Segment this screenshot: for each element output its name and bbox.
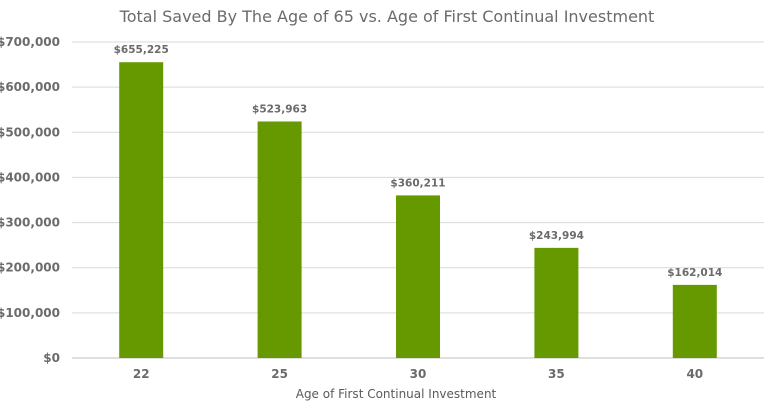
y-axis-tick-labels: $0 $100,000 $200,000 $300,000 $400,000 $500,0… [0,35,60,365]
bar [396,195,440,358]
bars [119,62,717,359]
x-tick-label: 35 [548,367,565,381]
y-tick-label: $600,000 [0,80,60,94]
data-label: $523,963 [252,103,307,115]
y-tick-label: $500,000 [0,125,60,139]
x-tick-label: 22 [133,367,150,381]
bar [672,284,717,358]
x-tick-label: 25 [271,367,288,381]
data-label: $162,014 [667,267,722,279]
y-tick-label: $200,000 [0,261,60,275]
x-tick-label: 40 [686,367,703,381]
data-labels: $655,225 $523,963 $360,211 $243,994 $162,014 [114,44,723,279]
data-label: $360,211 [390,177,445,189]
chart-title: Total Saved By The Age of 65 vs. Age of … [119,7,655,26]
y-tick-label: $700,000 [0,35,60,49]
data-label: $243,994 [529,230,584,242]
bar [119,62,164,359]
x-tick-label: 30 [410,367,427,381]
bar [257,121,302,358]
y-tick-label: $400,000 [0,170,60,184]
y-tick-label: $300,000 [0,216,60,230]
bar [534,247,579,358]
x-axis-tick-labels: 22 25 30 35 40 [133,367,703,381]
data-label: $655,225 [114,44,169,56]
y-tick-label: $0 [43,351,60,365]
x-axis-title: Age of First Continual Investment [296,387,497,401]
y-tick-label: $100,000 [0,306,60,320]
